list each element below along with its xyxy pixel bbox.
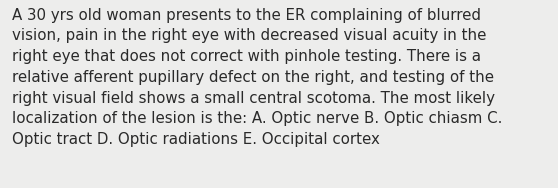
Text: A 30 yrs old woman presents to the ER complaining of blurred
vision, pain in the: A 30 yrs old woman presents to the ER co… (12, 8, 503, 147)
